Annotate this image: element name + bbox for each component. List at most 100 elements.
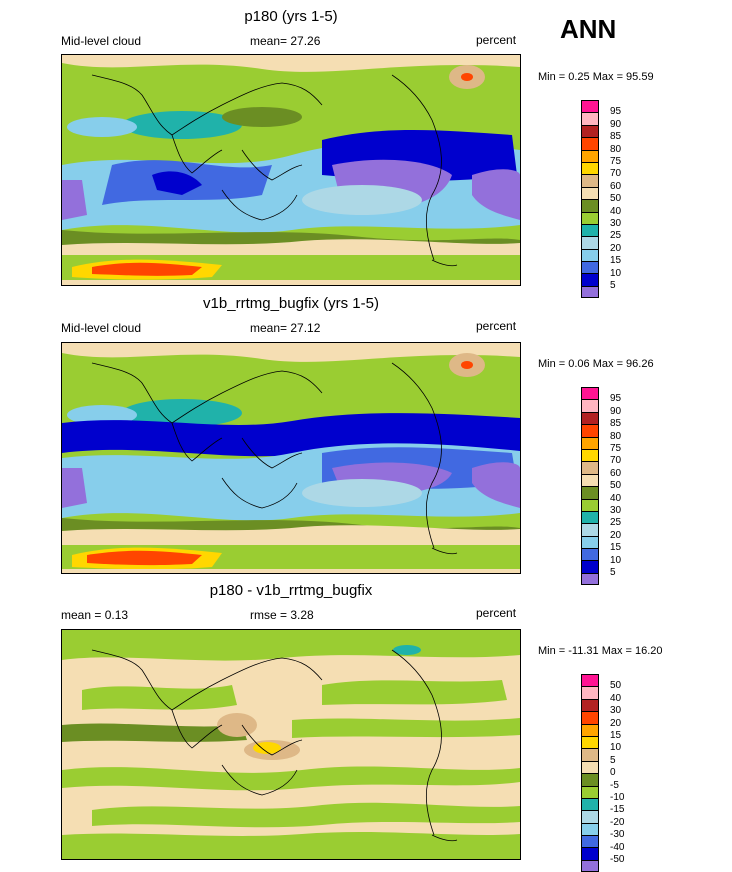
colorbar-label: 50 xyxy=(610,680,622,692)
panel-3-map xyxy=(61,629,521,860)
colorbar-swatch xyxy=(581,174,599,187)
panel-2-title: v1b_rrtmg_bugfix (yrs 1-5) xyxy=(203,295,379,312)
colorbar-swatch xyxy=(581,473,599,487)
colorbar-swatch xyxy=(581,461,599,474)
colorbar-swatch xyxy=(581,773,599,786)
colorbar-swatch xyxy=(581,100,599,113)
colorbar-swatch xyxy=(581,137,599,150)
colorbar-label: 5 xyxy=(610,280,616,291)
colorbar-label: 50 xyxy=(610,193,622,205)
colorbar-swatch xyxy=(581,760,599,774)
colorbar-label: -40 xyxy=(610,841,625,853)
colorbar-label: -50 xyxy=(610,854,625,865)
panel-3-colorbar xyxy=(581,674,599,872)
panel-3-units: percent xyxy=(476,606,517,620)
colorbar-label: -15 xyxy=(610,804,625,816)
colorbar-swatch xyxy=(581,711,599,724)
colorbar-swatch xyxy=(581,698,599,712)
colorbar-label: -20 xyxy=(610,816,625,828)
colorbar-label: 5 xyxy=(610,754,616,766)
panel-2-map xyxy=(61,342,521,574)
colorbar-swatch xyxy=(581,448,599,462)
colorbar-label: 15 xyxy=(610,730,622,741)
colorbar-label: 70 xyxy=(610,168,622,180)
colorbar-swatch xyxy=(581,411,599,425)
colorbar-swatch xyxy=(581,535,599,549)
colorbar-label: 25 xyxy=(610,230,622,242)
colorbar-label: 20 xyxy=(610,717,622,729)
colorbar-swatch xyxy=(581,822,599,836)
season-label: ANN xyxy=(560,14,617,44)
panel-1-units: percent xyxy=(476,33,517,47)
colorbar-swatch xyxy=(581,399,599,412)
colorbar-swatch xyxy=(581,835,599,848)
panel-1-mean: mean= 27.26 xyxy=(250,34,321,48)
colorbar-label: 20 xyxy=(610,529,622,541)
panel-2-variable: Mid-level cloud xyxy=(61,321,142,335)
colorbar-label: -5 xyxy=(610,779,619,791)
colorbar-swatch xyxy=(581,199,599,212)
colorbar-swatch xyxy=(581,847,599,860)
panel-1-map xyxy=(61,54,521,286)
colorbar-label: 75 xyxy=(610,156,622,167)
colorbar-label: 90 xyxy=(610,405,622,417)
colorbar-label: 85 xyxy=(610,131,622,143)
colorbar-swatch xyxy=(581,236,599,249)
colorbar-label: 15 xyxy=(610,255,622,267)
colorbar-swatch xyxy=(581,211,599,224)
colorbar-label: 0 xyxy=(610,767,616,779)
colorbar-label: 85 xyxy=(610,418,622,430)
colorbar-swatch xyxy=(581,572,599,586)
colorbar-swatch xyxy=(581,810,599,823)
colorbar-swatch xyxy=(581,273,599,286)
colorbar-label: 90 xyxy=(610,118,622,130)
colorbar-label: -10 xyxy=(610,792,625,803)
colorbar-label: 40 xyxy=(610,492,622,504)
colorbar-swatch xyxy=(581,510,599,524)
colorbar-swatch xyxy=(581,560,599,573)
colorbar-label: 40 xyxy=(610,692,622,704)
colorbar-swatch xyxy=(581,149,599,162)
colorbar-label: 80 xyxy=(610,143,622,155)
colorbar-label: 30 xyxy=(610,218,622,229)
panel-2-mean: mean= 27.12 xyxy=(250,321,321,335)
colorbar-swatch xyxy=(581,498,599,511)
colorbar-label: 30 xyxy=(610,505,622,516)
panel-2-units: percent xyxy=(476,319,517,333)
colorbar-label: 60 xyxy=(610,467,622,479)
colorbar-swatch xyxy=(581,223,599,237)
colorbar-swatch xyxy=(581,723,599,736)
colorbar-label: 95 xyxy=(610,106,622,118)
colorbar-label: 30 xyxy=(610,705,622,717)
colorbar-swatch xyxy=(581,797,599,811)
colorbar-swatch xyxy=(581,748,599,761)
colorbar-swatch xyxy=(581,161,599,175)
panel-1-colorbar xyxy=(581,100,599,299)
panel-2-minmax: Min = 0.06 Max = 96.26 xyxy=(538,358,654,370)
colorbar-swatch xyxy=(581,424,599,437)
colorbar-label: 10 xyxy=(610,554,622,566)
panel-3-minmax: Min = -11.31 Max = 16.20 xyxy=(538,645,663,657)
panel-1-variable: Mid-level cloud xyxy=(61,34,142,48)
panel-3-title: p180 - v1b_rrtmg_bugfix xyxy=(209,582,373,599)
colorbar-label: 10 xyxy=(610,267,622,279)
colorbar-swatch xyxy=(581,248,599,262)
panel-1-minmax: Min = 0.25 Max = 95.59 xyxy=(538,71,654,83)
colorbar-swatch xyxy=(581,686,599,699)
colorbar-label: 20 xyxy=(610,242,622,254)
colorbar-swatch xyxy=(581,261,599,274)
colorbar-swatch xyxy=(581,285,599,299)
colorbar-swatch xyxy=(581,735,599,749)
colorbar-label: 60 xyxy=(610,180,622,192)
colorbar-label: -30 xyxy=(610,829,625,841)
colorbar-swatch xyxy=(581,486,599,499)
panel-3-mean: mean = 0.13 xyxy=(61,608,129,622)
colorbar-label: 40 xyxy=(610,205,622,217)
colorbar-label: 10 xyxy=(610,742,622,754)
colorbar-swatch xyxy=(581,859,599,872)
colorbar-label: 95 xyxy=(610,393,622,405)
colorbar-swatch xyxy=(581,785,599,798)
colorbar-swatch xyxy=(581,112,599,125)
colorbar-swatch xyxy=(581,548,599,561)
colorbar-label: 50 xyxy=(610,480,622,492)
